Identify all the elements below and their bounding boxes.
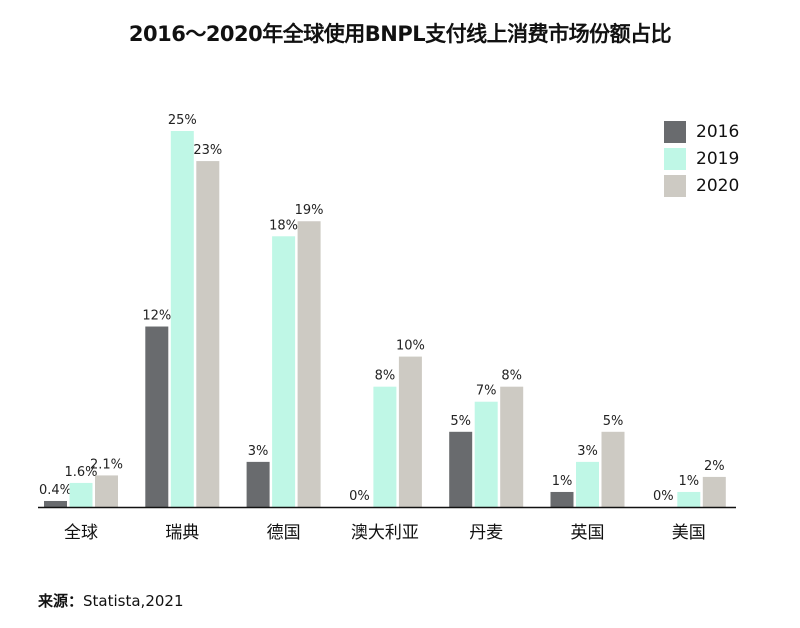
data-label-2016-1: 12% [142,309,171,324]
bar-2020-5 [601,431,625,507]
bar-2016-0 [44,500,67,507]
source-text: Statista,2021 [83,592,184,610]
data-label-2016-0: 0.4% [39,483,72,498]
category-label-2: 德国 [267,523,301,543]
bar-2019-1 [170,131,194,507]
bar-2019-4 [474,401,498,507]
data-label-2019-4: 7% [476,384,497,399]
data-label-2019-5: 3% [577,444,598,459]
legend-label-2016: 2016 [696,121,740,142]
category-label-1: 瑞典 [165,523,199,543]
data-label-2020-0: 2.1% [90,457,123,472]
data-label-2016-3: 0% [349,489,370,504]
data-label-2019-3: 8% [375,369,396,384]
legend-label-2020: 2020 [696,175,740,196]
legend-item-2019: 2019 [664,145,739,172]
legend-swatch-2016 [664,120,686,143]
bar-2020-3 [398,356,422,507]
data-label-2019-6: 1% [678,474,699,489]
bar-2016-5 [550,491,574,507]
data-label-2016-4: 5% [450,414,471,429]
data-label-2019-1: 25% [168,113,197,128]
legend-item-2020: 2020 [664,172,739,199]
bar-2016-4 [449,431,473,507]
bar-2019-2 [272,236,296,507]
bar-2020-6 [702,476,726,507]
source-note: 来源：Statista,2021 [38,590,184,611]
data-label-2020-5: 5% [603,414,624,429]
bar-2020-2 [297,221,321,508]
bar-2016-2 [246,461,270,507]
bar-2016-1 [145,326,169,507]
legend-label-2019: 2019 [696,148,740,169]
data-label-2016-6: 0% [653,489,674,504]
data-label-2019-0: 1.6% [64,465,97,480]
data-label-2016-2: 3% [248,444,269,459]
category-label-6: 美国 [672,523,706,543]
data-label-2020-1: 23% [193,143,222,158]
category-label-4: 丹麦 [469,523,503,543]
data-label-2020-2: 19% [295,203,324,218]
data-label-2016-5: 1% [552,474,573,489]
legend-swatch-2019 [664,147,686,170]
bar-2019-0 [69,482,93,507]
data-label-2020-4: 8% [501,369,522,384]
bar-2019-5 [576,461,599,507]
bar-2020-4 [500,386,524,507]
legend-swatch-2020 [664,174,686,197]
bar-2019-3 [373,386,397,507]
bar-2020-1 [196,161,220,507]
chart-title: 2016～2020年全球使用BNPL支付线上消费市场份额占比 [128,22,672,46]
category-label-3: 澳大利亚 [351,523,419,543]
category-label-5: 英国 [571,523,605,543]
data-label-2020-3: 10% [396,339,425,354]
data-label-2020-6: 2% [704,459,725,474]
bar-2019-6 [677,491,701,507]
source-label: 来源： [38,592,84,610]
data-label-2019-2: 18% [269,218,298,233]
category-label-0: 全球 [64,523,98,543]
legend: 2016 2019 2020 [664,118,739,199]
legend-item-2016: 2016 [664,118,739,145]
bar-2020-0 [95,475,118,507]
